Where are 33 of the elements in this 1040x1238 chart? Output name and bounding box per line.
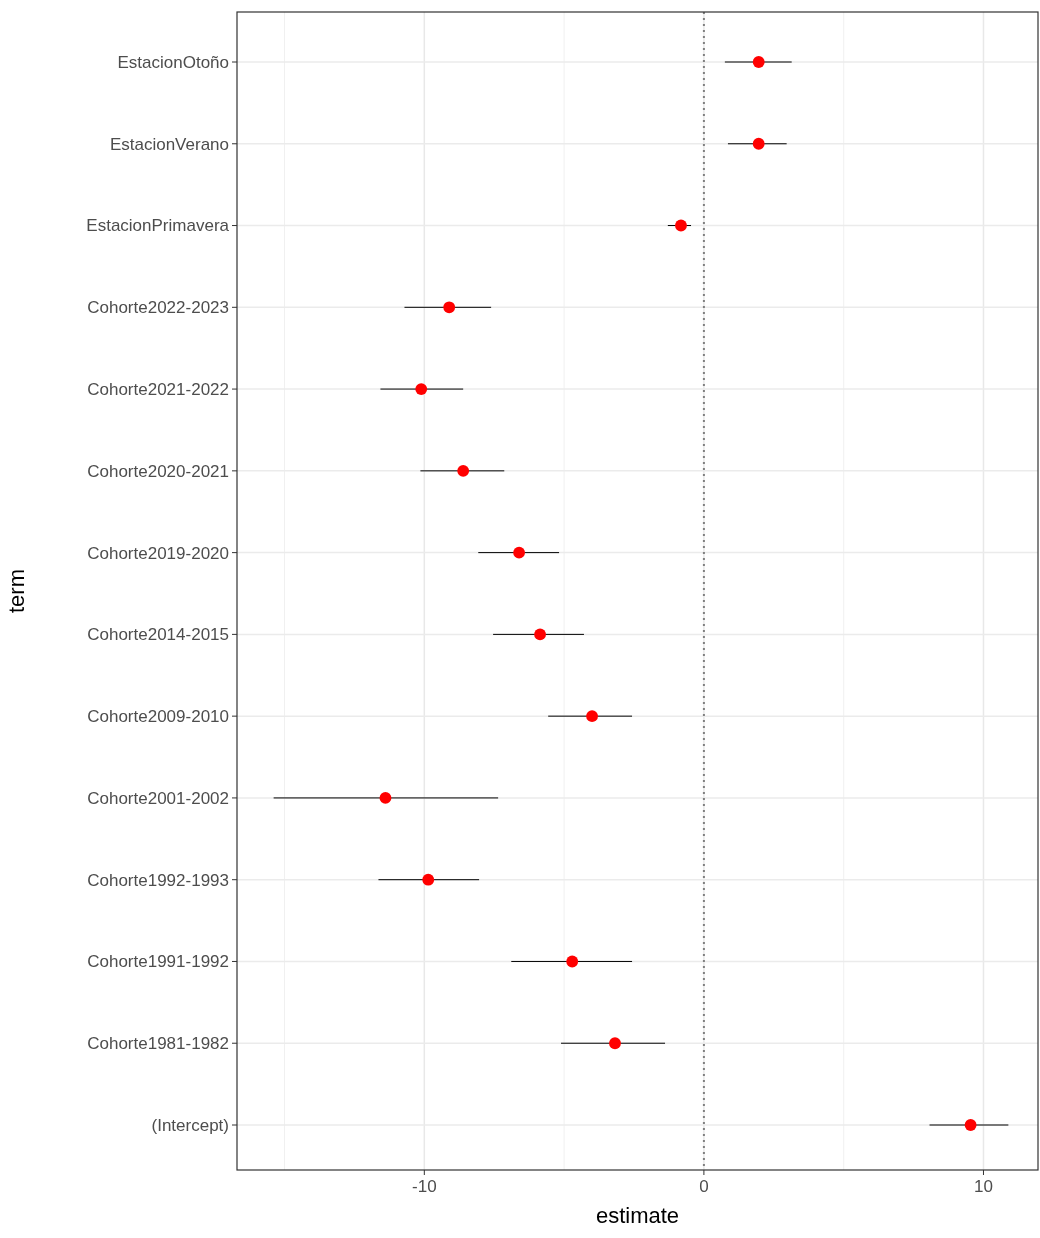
point	[675, 219, 687, 232]
x-tick-label: 10	[974, 1177, 993, 1196]
y-tick-label: Cohorte1992-1993	[87, 870, 229, 890]
point	[566, 955, 579, 968]
x-tick-label: 0	[699, 1177, 709, 1196]
y-tick-label: Cohorte2014-2015	[87, 625, 229, 645]
point	[609, 1037, 621, 1050]
point	[513, 546, 526, 559]
y-tick-label: EstacionOtoño	[117, 52, 229, 72]
point	[415, 383, 428, 395]
y-axis-title: term	[4, 569, 29, 613]
x-tick-label: -10	[412, 1177, 437, 1196]
y-tick-label: Cohorte2019-2020	[87, 543, 229, 563]
x-axis-title: estimate	[595, 1203, 680, 1228]
point	[752, 137, 765, 150]
point	[443, 301, 456, 314]
point	[457, 464, 470, 477]
y-tick-label: Cohorte2001-2002	[87, 788, 229, 808]
y-tick-label: EstacionPrimavera	[86, 216, 230, 236]
y-tick-label: Cohorte2020-2021	[87, 461, 229, 481]
point	[422, 873, 435, 886]
point	[534, 628, 546, 641]
point	[586, 710, 598, 723]
y-tick-label: Cohorte1981-1982	[87, 1034, 229, 1054]
point	[752, 56, 765, 68]
point	[964, 1119, 977, 1131]
y-tick-label: Cohorte2009-2010	[87, 707, 229, 727]
y-tick-label: (Intercept)	[151, 1115, 229, 1135]
y-tick-label: Cohorte1991-1992	[87, 952, 229, 972]
y-tick-label: Cohorte2022-2023	[87, 298, 229, 318]
point	[379, 792, 392, 804]
y-tick-label: Cohorte2021-2022	[87, 380, 229, 400]
y-tick-label: EstacionVerano	[109, 134, 229, 154]
